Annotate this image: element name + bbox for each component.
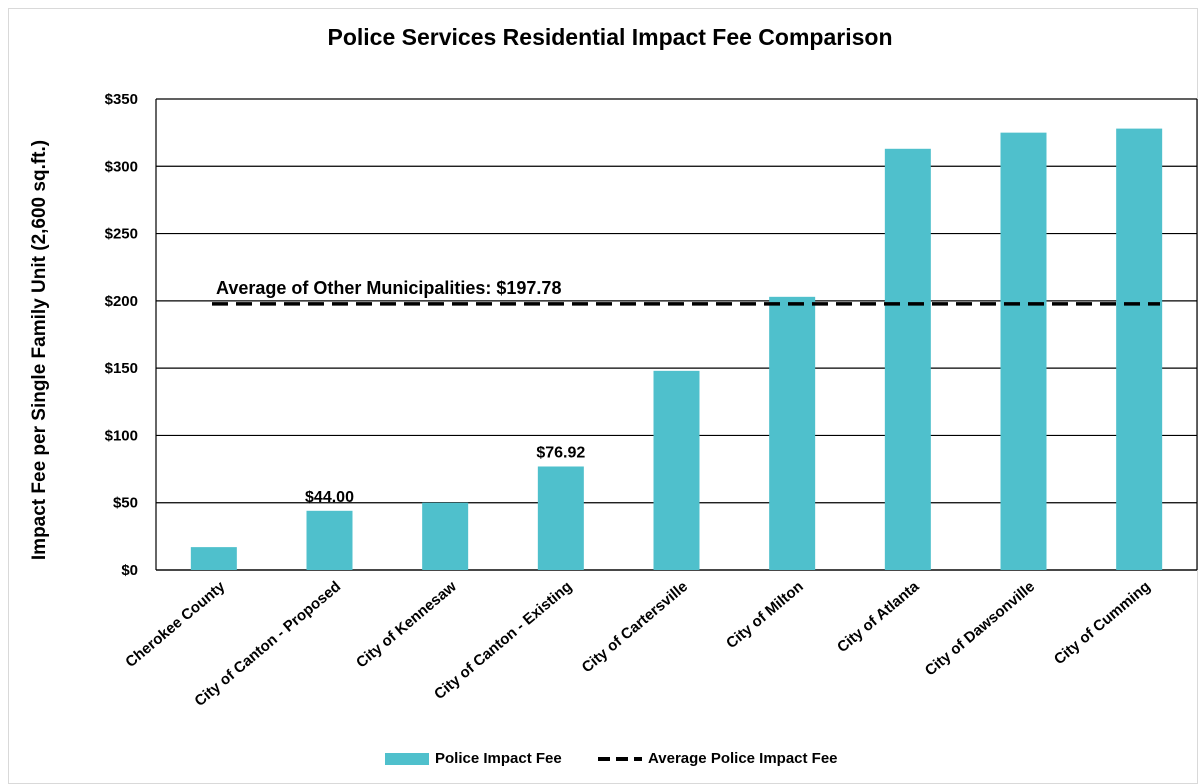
bar [422,502,469,570]
bar [537,466,584,570]
legend-dash-swatch [598,756,642,761]
legend-item-average: Average Police Impact Fee [598,750,838,767]
chart-title: Police Services Residential Impact Fee C… [327,24,893,50]
y-tick-label: $250 [105,226,138,243]
legend: Police Impact Fee Average Police Impact … [0,750,1200,770]
y-tick-label: $0 [121,562,138,579]
data-label: $76.92 [536,444,585,461]
x-category-label: Cherokee County [122,578,229,671]
y-tick-label: $150 [105,360,138,377]
bar [1116,128,1163,570]
x-category-label: City of Kennesaw [353,578,460,672]
bar [306,510,353,570]
x-category-label: City of Atlanta [834,578,923,656]
y-tick-label: $100 [105,427,138,444]
x-category-label: City of Milton [723,578,807,652]
bar [190,547,237,570]
x-category-label: City of Cartersville [579,578,691,676]
y-tick-label: $50 [113,495,138,512]
x-category-label: City of Cumming [1051,578,1154,668]
y-tick-label: $350 [105,91,138,108]
bar [884,148,931,570]
x-category-label: City of Dawsonville [922,578,1038,679]
bar [1000,132,1047,570]
average-annotation: Average of Other Municipalities: $197.78 [216,278,561,298]
data-label: $44.00 [305,489,354,506]
legend-item-bars: Police Impact Fee [385,750,562,767]
legend-bar-swatch [385,752,429,765]
bar [769,296,816,570]
legend-label-average: Average Police Impact Fee [648,750,838,767]
y-tick-label: $300 [105,158,138,175]
legend-label-bars: Police Impact Fee [435,750,562,767]
y-tick-label: $200 [105,293,138,310]
bar [653,370,700,570]
